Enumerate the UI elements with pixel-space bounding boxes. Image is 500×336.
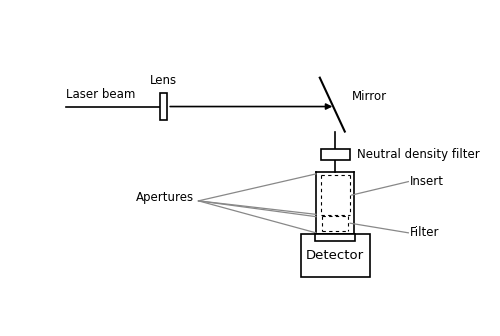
Text: Lens: Lens [150,74,178,87]
Bar [300,235,370,277]
Text: Detector: Detector [306,249,364,262]
Bar [320,149,350,161]
Bar [315,235,356,241]
Bar [160,93,168,120]
Text: Filter: Filter [410,226,440,239]
Text: Mirror: Mirror [352,90,387,103]
Text: Neutral density filter: Neutral density filter [356,148,480,161]
Text: Apertures: Apertures [136,191,194,204]
Text: Laser beam: Laser beam [66,88,135,101]
Text: Insert: Insert [410,175,444,188]
